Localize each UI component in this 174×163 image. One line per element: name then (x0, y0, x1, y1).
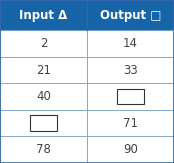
Bar (0, 83, 87, 110)
Text: 71: 71 (123, 117, 138, 130)
Text: 21: 21 (36, 64, 51, 76)
Bar (0, 136, 87, 163)
Bar (87, 136, 174, 163)
Text: 14: 14 (123, 37, 138, 50)
Bar (0, 110, 87, 136)
Text: 33: 33 (123, 64, 138, 76)
Bar (87, 30, 174, 57)
Bar (30, 115, 57, 131)
Bar (0, 30, 87, 57)
Bar (87, 57, 174, 83)
Bar (87, 0, 174, 30)
Text: 78: 78 (36, 143, 51, 156)
Text: Output □: Output □ (100, 9, 161, 22)
Bar (87, 83, 174, 110)
Text: 2: 2 (40, 37, 47, 50)
Bar (117, 89, 144, 104)
Text: Input Δ: Input Δ (19, 9, 68, 22)
Bar (0, 0, 87, 30)
Bar (0, 57, 87, 83)
Bar (87, 110, 174, 136)
Text: 90: 90 (123, 143, 138, 156)
Text: 40: 40 (36, 90, 51, 103)
